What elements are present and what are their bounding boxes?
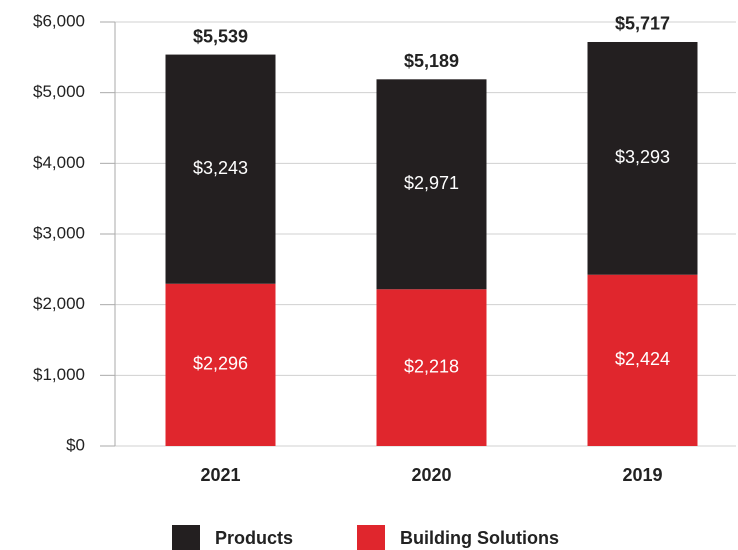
- y-tick-label: $5,000: [33, 82, 85, 101]
- value-label: $2,424: [615, 349, 670, 369]
- bar-segment: [587, 41, 698, 275]
- value-label: $3,293: [615, 147, 670, 167]
- y-tick-label: $0: [66, 435, 85, 454]
- total-label: $5,717: [615, 14, 670, 34]
- y-tick-label: $6,000: [33, 11, 85, 30]
- legend-swatch: [172, 525, 200, 550]
- total-label: $5,189: [404, 51, 459, 71]
- total-label: $5,539: [193, 26, 248, 46]
- y-tick-label: $3,000: [33, 223, 85, 242]
- value-label: $2,971: [404, 173, 459, 193]
- value-label: $2,218: [404, 356, 459, 376]
- y-tick-label: $4,000: [33, 153, 85, 172]
- bar-segment: [165, 283, 276, 446]
- bar-segment: [376, 79, 487, 290]
- legend-label: Products: [215, 528, 293, 548]
- x-tick-label: 2019: [622, 465, 662, 485]
- y-tick-label: $1,000: [33, 365, 85, 384]
- value-label: $2,296: [193, 354, 248, 374]
- bar-segment: [587, 274, 698, 446]
- bar-segment: [376, 289, 487, 446]
- legend-swatch: [357, 525, 385, 550]
- x-tick-label: 2021: [200, 465, 240, 485]
- x-tick-label: 2020: [411, 465, 451, 485]
- y-tick-label: $2,000: [33, 294, 85, 313]
- bar-segment: [165, 54, 276, 284]
- value-label: $3,243: [193, 158, 248, 178]
- legend-label: Building Solutions: [400, 528, 559, 548]
